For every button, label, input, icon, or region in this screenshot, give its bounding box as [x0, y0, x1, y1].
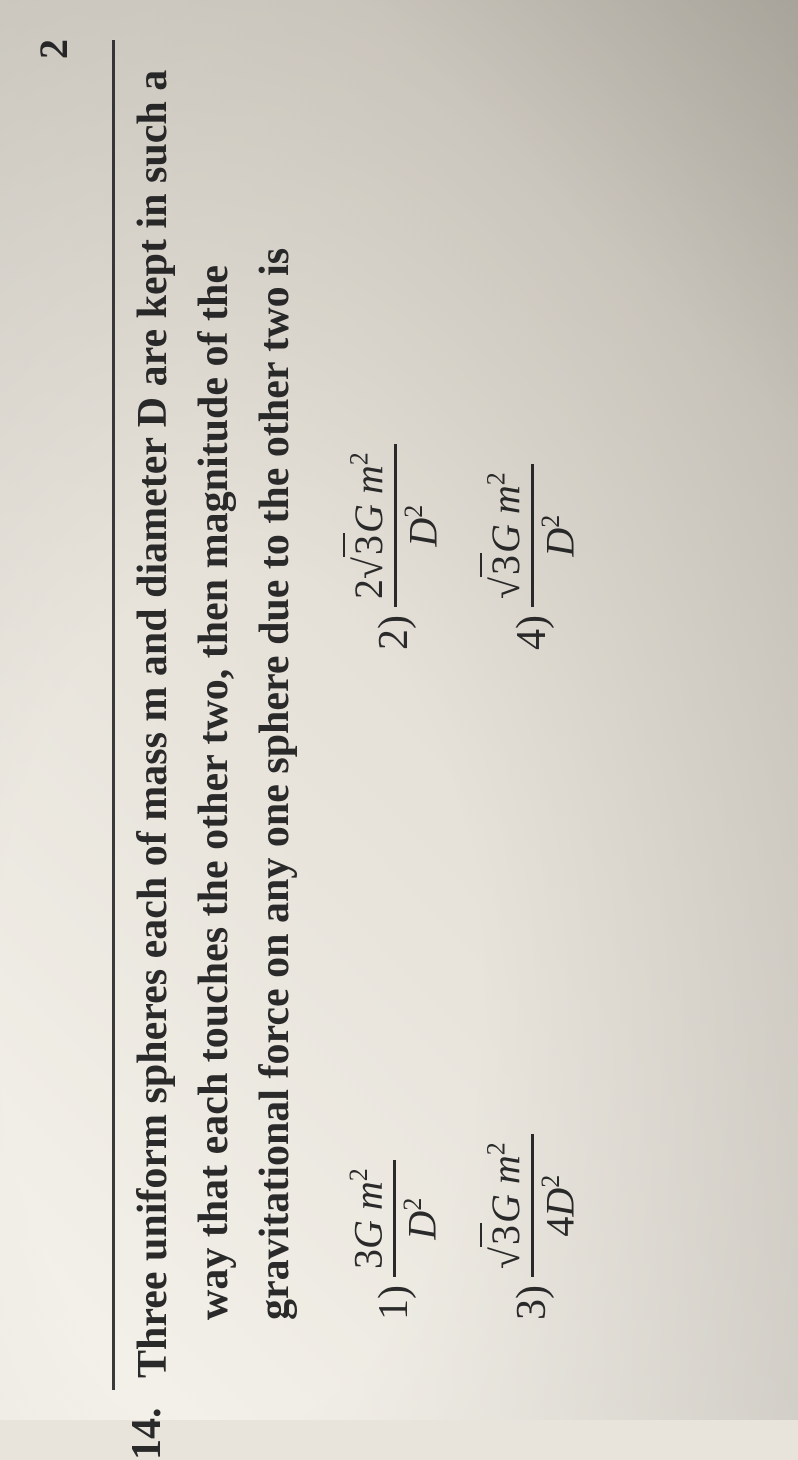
option-4-fraction: 3G m2 D2: [478, 464, 585, 607]
option-4: 4) 3G m2 D2: [478, 40, 585, 650]
option-2-label: 2): [370, 615, 418, 650]
options-grid: 1) 3G m2 D2 2) 23G m2 D2 3: [341, 40, 586, 1320]
option-4-num-exp: 2: [482, 472, 511, 485]
horizontal-rule: [112, 40, 115, 1390]
option-4-denominator: D2: [534, 507, 585, 565]
option-3-label: 3): [508, 1285, 556, 1320]
option-2-fraction: 23G m2 D2: [341, 444, 448, 607]
option-1-den-exp: 2: [398, 1198, 427, 1211]
option-2-den-exp: 2: [399, 505, 428, 518]
option-1-fraction: 3G m2 D2: [342, 1160, 448, 1277]
option-4-label: 4): [508, 615, 556, 650]
option-3: 3) 3G m2 4D2: [478, 710, 585, 1320]
option-1-den-base: D: [399, 1211, 444, 1240]
option-2-num-g: G m: [346, 465, 391, 533]
option-3-num-exp: 2: [482, 1142, 511, 1155]
option-1-num-prefix: 3: [345, 1249, 390, 1269]
option-3-fraction: 3G m2 4D2: [478, 1134, 585, 1277]
option-3-sqrt: 3: [480, 1223, 529, 1269]
option-1-denominator: D2: [396, 1190, 447, 1248]
option-1-num-exp: 2: [344, 1168, 373, 1181]
page-container: 2 14. Three uniform spheres each of mass…: [0, 0, 798, 1420]
option-2: 2) 23G m2 D2: [341, 40, 448, 650]
question-block: 14. Three uniform spheres each of mass m…: [123, 40, 306, 1320]
option-1-num-g: G m: [345, 1181, 390, 1249]
option-2-sqrt: 3: [343, 533, 392, 579]
option-1-numerator: 3G m2: [342, 1160, 396, 1277]
question-text: Three uniform spheres each of mass m and…: [130, 70, 298, 1378]
option-3-den-coef: 4: [537, 1217, 582, 1237]
option-2-num-exp: 2: [344, 452, 373, 465]
option-3-denominator: 4D2: [534, 1167, 585, 1245]
option-3-numerator: 3G m2: [478, 1134, 534, 1277]
option-3-den-base: D: [537, 1188, 582, 1217]
option-4-num-g: G m: [483, 485, 528, 553]
partial-header: 2: [30, 40, 77, 1390]
option-3-den-exp: 2: [536, 1175, 565, 1188]
option-1: 1) 3G m2 D2: [341, 710, 448, 1320]
option-2-den-base: D: [400, 518, 445, 547]
option-4-den-exp: 2: [536, 515, 565, 528]
option-2-sqrt-val: 3: [343, 533, 392, 557]
option-2-numerator: 23G m2: [341, 444, 397, 607]
option-4-den-base: D: [537, 528, 582, 557]
option-3-sqrt-val: 3: [480, 1223, 529, 1247]
option-4-sqrt-val: 3: [480, 553, 529, 577]
option-4-numerator: 3G m2: [478, 464, 534, 607]
option-3-num-g: G m: [483, 1155, 528, 1223]
option-2-denominator: D2: [397, 497, 448, 555]
option-1-label: 1): [370, 1285, 418, 1320]
option-2-num-prefix: 2: [346, 579, 391, 599]
option-4-sqrt: 3: [480, 553, 529, 599]
